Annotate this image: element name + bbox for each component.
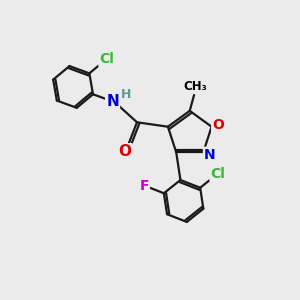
Text: N: N — [106, 94, 119, 109]
Text: Cl: Cl — [211, 167, 225, 181]
Text: N: N — [204, 148, 215, 162]
Text: H: H — [121, 88, 131, 101]
Text: O: O — [119, 144, 132, 159]
Text: CH₃: CH₃ — [184, 80, 208, 93]
Text: Cl: Cl — [99, 52, 114, 66]
Text: O: O — [212, 118, 224, 132]
Text: F: F — [140, 178, 149, 193]
